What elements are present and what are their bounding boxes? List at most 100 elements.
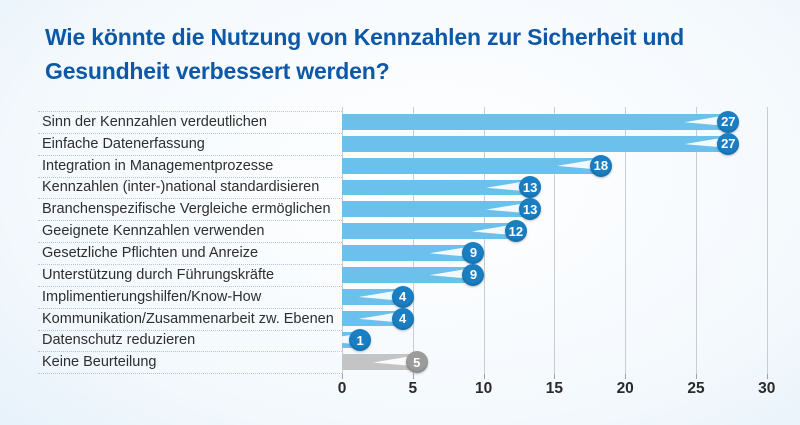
row-separator <box>38 373 342 375</box>
x-axis-label: 5 <box>408 380 418 397</box>
bar-tail <box>556 159 597 170</box>
x-axis-label: 25 <box>687 380 705 397</box>
bar-row: Einfache Datenerfassung 27 <box>42 132 768 155</box>
bar <box>342 201 527 218</box>
x-axis-label: 10 <box>474 380 493 397</box>
bar <box>342 223 512 240</box>
bar-row: Integration in Managementprozesse 18 <box>42 154 768 177</box>
value-badge: 18 <box>589 154 612 177</box>
bar-row: Geeignete Kennzahlen verwenden 12 <box>42 220 768 243</box>
axis-tick <box>554 374 556 379</box>
bar <box>342 135 725 152</box>
row-separator <box>38 132 342 134</box>
gridline <box>483 107 485 374</box>
bar-tail <box>486 181 527 192</box>
bar-wrap: 9 <box>342 263 485 286</box>
axis-tick <box>766 374 768 379</box>
bar-rows: Sinn der Kennzahlen verdeutlichen 27 Einfa… <box>42 110 768 374</box>
bar-wrap: 27 <box>342 110 740 133</box>
bar-row: Sinn der Kennzahlen verdeutlichen 27 <box>42 110 768 133</box>
value-badge: 5 <box>405 351 428 374</box>
bar-tail <box>429 268 470 279</box>
category-label: Sinn der Kennzahlen verdeutlichen <box>42 113 267 130</box>
row-separator <box>38 176 342 178</box>
x-axis-label: 15 <box>545 380 564 397</box>
bar-tail <box>358 312 399 323</box>
category-label: Implimentierungshilfen/Know-How <box>42 288 262 305</box>
bar-tail <box>429 246 470 257</box>
value-badge: 12 <box>504 220 527 243</box>
value-badge: 13 <box>519 198 542 221</box>
category-label: Gesetzliche Pflichten und Anreize <box>42 244 259 261</box>
bar <box>342 245 470 261</box>
category-label: Kennzahlen (inter-)national standardisie… <box>42 179 320 196</box>
bar-row: Keine Beurteilung 5 <box>42 351 768 374</box>
row-separator <box>38 111 342 112</box>
bar-tail <box>684 115 725 126</box>
bar-row: Unterstützung durch Führungskräfte 9 <box>42 263 768 286</box>
bar-wrap: 4 <box>342 285 414 308</box>
bar-wrap: 1 <box>342 329 372 352</box>
gridline <box>412 107 414 374</box>
bar-wrap: 27 <box>342 132 740 155</box>
bar <box>342 179 527 196</box>
row-separator <box>38 285 342 287</box>
value-badge: 9 <box>462 263 485 286</box>
category-label: Integration in Managementprozesse <box>42 157 274 174</box>
bar <box>342 266 470 283</box>
value-badge: 4 <box>391 285 414 308</box>
bar-tail <box>372 355 413 367</box>
bar <box>342 114 725 130</box>
bar-row: Implimentierungshilfen/Know-How 4 <box>42 285 768 308</box>
value-badge: 13 <box>519 176 542 199</box>
row-separator <box>38 263 342 265</box>
gridline <box>554 107 556 374</box>
bar <box>342 288 399 305</box>
bar-wrap: 13 <box>342 176 542 199</box>
bar-wrap: 4 <box>342 307 414 330</box>
bar-wrap: 9 <box>342 241 485 264</box>
bar-tail <box>486 202 527 214</box>
value-badge: 9 <box>462 241 485 264</box>
value-badge: 4 <box>391 307 414 330</box>
bar <box>342 310 399 327</box>
x-axis-label: 20 <box>616 380 634 397</box>
bar-tail <box>684 137 725 148</box>
value-badge: 1 <box>349 329 372 352</box>
axis-tick <box>483 374 485 379</box>
category-label: Einfache Datenerfassung <box>42 135 205 152</box>
bar-row: Branchenspezifische Vergleiche ermöglich… <box>42 198 768 221</box>
row-separator <box>38 198 342 200</box>
category-label: Keine Beurteilung <box>42 354 157 371</box>
category-label: Kommunikation/Zusammenarbeit zw. Ebenen <box>42 310 334 327</box>
gridline <box>625 107 627 374</box>
x-axis-label: 0 <box>337 380 347 397</box>
bar-wrap: 13 <box>342 198 542 221</box>
bar-row: Datenschutz reduzieren 1 <box>42 329 768 352</box>
category-label: Branchenspezifische Vergleiche ermöglich… <box>42 201 331 218</box>
bar <box>342 354 413 371</box>
gridline <box>766 107 768 374</box>
bar-tail <box>471 224 512 235</box>
bar-tail <box>342 334 357 345</box>
bar-wrap: 5 <box>342 351 428 374</box>
row-separator <box>38 307 342 309</box>
row-separator <box>38 220 342 222</box>
bar <box>342 157 597 174</box>
row-separator <box>38 351 342 353</box>
category-label: Unterstützung durch Führungskräfte <box>42 266 275 283</box>
x-axis-label: 30 <box>758 380 776 397</box>
axis-tick <box>625 374 627 379</box>
category-label: Geeignete Kennzahlen verwenden <box>42 223 265 240</box>
row-separator <box>38 242 342 244</box>
chart-title: Wie könnte die Nutzung von Kennzahlen zu… <box>45 24 685 84</box>
bar-tail <box>358 290 399 301</box>
value-badge: 27 <box>717 110 740 133</box>
bar-wrap: 12 <box>342 220 527 243</box>
axis-tick <box>696 374 697 379</box>
plot-area: 0 5 10 15 20 25 30 <box>338 107 775 397</box>
bar-row: Kennzahlen (inter-)national standardisie… <box>42 176 768 199</box>
bar-row: Gesetzliche Pflichten und Anreize 9 <box>42 241 768 264</box>
row-separator <box>38 154 342 156</box>
